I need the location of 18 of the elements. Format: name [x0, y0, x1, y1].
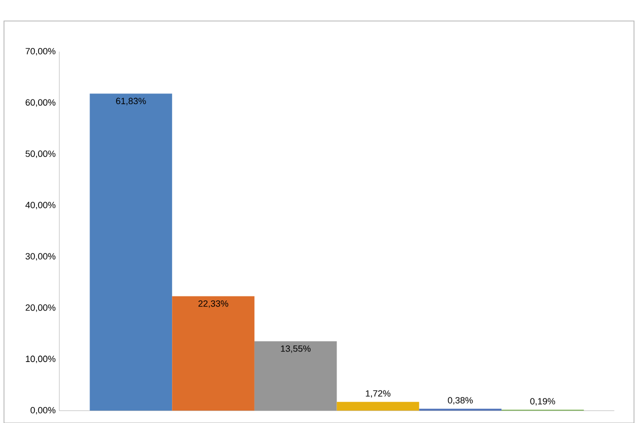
y-tick-label: 30,00% — [26, 253, 56, 261]
y-tick-label: 10,00% — [26, 356, 56, 364]
data-label: 13,55% — [281, 345, 311, 353]
y-tick-label: 70,00% — [26, 48, 56, 56]
y-tick-label: 40,00% — [25, 202, 56, 210]
data-label: 61,83% — [116, 98, 146, 106]
y-tick-label: 0,00% — [30, 406, 56, 414]
data-label: 0,38% — [448, 397, 473, 405]
data-label: 0,19% — [530, 398, 556, 406]
y-tick-label: 60,00% — [26, 99, 56, 107]
bar — [254, 341, 337, 411]
data-label: 1,72% — [366, 390, 390, 398]
data-label: 22,33% — [198, 300, 228, 308]
bar — [336, 402, 420, 411]
bar — [172, 296, 254, 411]
y-tick-label: 20,00% — [26, 304, 56, 312]
y-tick-label: 50,00% — [26, 150, 56, 158]
bar — [90, 94, 172, 411]
